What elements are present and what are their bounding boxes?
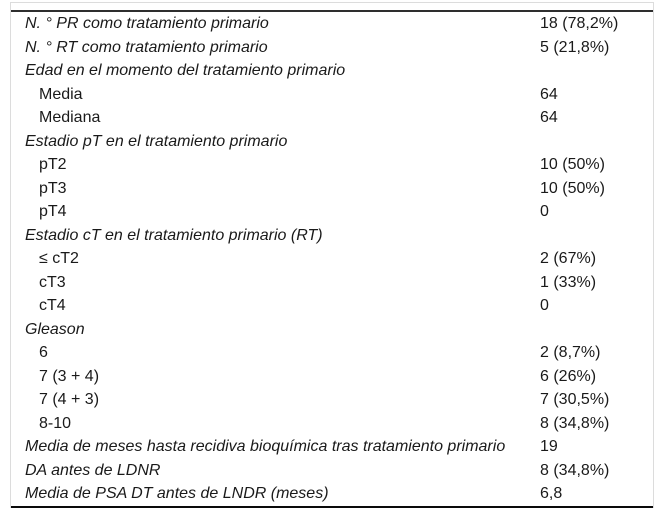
row-value (540, 130, 653, 154)
row-value: 7 (30,5%) (540, 391, 610, 408)
row-label: N. ° PR como tratamiento primario (25, 15, 269, 32)
row-label: N. ° RT como tratamiento primario (25, 38, 268, 56)
table-row: pT3 10 (50%) (11, 177, 653, 201)
row-value (540, 59, 653, 83)
row-label: 6 (39, 344, 48, 361)
row-value (540, 318, 653, 342)
table-row: Media de meses hasta recidiva bioquímica… (11, 435, 653, 459)
row-label: pT3 (39, 179, 67, 197)
row-label: Media (39, 85, 83, 103)
table-row: 6 2 (8,7%) (11, 341, 653, 365)
table-row: DA antes de LDNR 8 (34,8%) (11, 459, 653, 483)
row-value: 6,8 (540, 485, 563, 502)
row-label: pT2 (39, 156, 67, 173)
row-value: 6 (26%) (540, 367, 597, 385)
table-row: 7 (4 + 3) 7 (30,5%) (11, 388, 653, 412)
row-value: 10 (50%) (540, 156, 605, 173)
row-label: 7 (3 + 4) (39, 367, 100, 385)
row-value: 64 (540, 85, 558, 103)
table-frame: N. ° PR como tratamiento primario 18 (78,… (10, 2, 654, 508)
row-value: 8 (34,8%) (540, 461, 610, 479)
table-row: ≤ cT2 2 (67%) (11, 247, 653, 271)
table-row: pT4 0 (11, 200, 653, 224)
table-row: cT4 0 (11, 294, 653, 318)
table-row: Estadio pT en el tratamiento primario (11, 130, 653, 154)
table-row: 7 (3 + 4) 6 (26%) (11, 365, 653, 389)
row-value: 19 (540, 438, 558, 455)
table-row: cT3 1 (33%) (11, 271, 653, 295)
row-label: cT3 (39, 273, 66, 291)
row-label: cT4 (39, 297, 66, 314)
row-value: 2 (67%) (540, 250, 597, 267)
table-row: pT2 10 (50%) (11, 153, 653, 177)
row-label: Mediana (39, 109, 101, 126)
row-value (540, 224, 653, 248)
row-value: 0 (540, 203, 549, 220)
row-value: 8 (34,8%) (540, 414, 610, 432)
row-value: 18 (78,2%) (540, 15, 619, 32)
row-label: 7 (4 + 3) (39, 391, 100, 408)
table-row: Media 64 (11, 83, 653, 107)
row-label: Gleason (25, 320, 85, 338)
row-label: DA antes de LDNR (25, 461, 161, 479)
table-row: N. ° PR como tratamiento primario 18 (78,… (11, 12, 653, 36)
row-value: 64 (540, 109, 558, 126)
row-value: 0 (540, 297, 549, 314)
row-label: ≤ cT2 (39, 250, 79, 267)
table-row: Media de PSA DT antes de LNDR (meses) 6,8 (11, 482, 653, 506)
table-row: Estadio cT en el tratamiento primario (R… (11, 224, 653, 248)
row-label: Media de PSA DT antes de LNDR (meses) (25, 485, 329, 502)
characteristics-table: N. ° PR como tratamiento primario 18 (78,… (11, 10, 653, 508)
row-label: Estadio pT en el tratamiento primario (25, 132, 288, 150)
row-label: Estadio cT en el tratamiento primario (R… (25, 226, 323, 244)
row-label: Media de meses hasta recidiva bioquímica… (25, 438, 506, 455)
row-label: pT4 (39, 203, 67, 220)
table-row: Edad en el momento del tratamiento prima… (11, 59, 653, 83)
table-row: 8-10 8 (34,8%) (11, 412, 653, 436)
row-label: 8-10 (39, 414, 72, 432)
row-value: 2 (8,7%) (540, 344, 601, 361)
row-value: 10 (50%) (540, 179, 605, 197)
table-row: Gleason (11, 318, 653, 342)
row-value: 5 (21,8%) (540, 38, 610, 56)
table-row: N. ° RT como tratamiento primario 5 (21,8… (11, 36, 653, 60)
table-row: Mediana 64 (11, 106, 653, 130)
row-label: Edad en el momento del tratamiento prima… (25, 62, 346, 79)
row-value: 1 (33%) (540, 273, 597, 291)
